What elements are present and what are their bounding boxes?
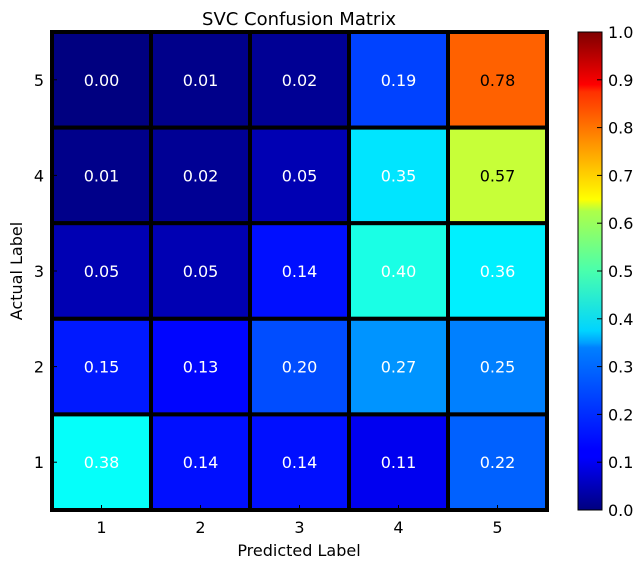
colorbar-tick-label: 0.9 [608, 71, 633, 90]
cell-value-label: 0.78 [480, 71, 516, 90]
y-axis-ticks: 5 4 3 2 1 [34, 71, 57, 472]
cell-value-label: 0.01 [84, 166, 120, 185]
x-tick-label: 4 [393, 518, 403, 537]
cell-value-label: 0.20 [282, 358, 318, 377]
heatmap-cell [347, 316, 450, 417]
cell-value-label: 0.35 [381, 166, 417, 185]
x-axis-ticks: 1 2 3 4 5 [96, 505, 503, 537]
colorbar-tick-label: 0.6 [608, 214, 633, 233]
colorbar-tick-label: 0.8 [608, 119, 633, 138]
heatmap-cell-labels: 0.00 0.01 0.02 0.19 0.78 0.01 0.02 0.05 0.35 0.57… [84, 71, 516, 472]
colorbar-tick-label: 0.7 [608, 166, 633, 185]
colorbar-ticks: 0.0 0.1 0.2 0.3 0.4 0.5 0.6 0.7 0.8 0.9 1.0 [597, 23, 633, 520]
heatmap-cell [446, 125, 549, 226]
y-tick-label: 5 [34, 71, 44, 90]
y-tick-label: 3 [34, 262, 44, 281]
cell-value-label: 0.01 [183, 71, 219, 90]
y-tick-label: 4 [34, 166, 44, 185]
cell-value-label: 0.57 [480, 166, 516, 185]
heatmap-cell [149, 412, 252, 512]
colorbar-tick-label: 1.0 [608, 23, 633, 42]
colorbar-tick-label: 0.2 [608, 405, 633, 424]
y-axis-label: Actual Label [7, 222, 26, 320]
heatmap-cell [248, 412, 351, 512]
cell-value-label: 0.14 [183, 453, 219, 472]
y-tick-label: 1 [34, 453, 44, 472]
cell-value-label: 0.22 [480, 453, 516, 472]
cell-value-label: 0.13 [183, 358, 219, 377]
colorbar-tick-label: 0.3 [608, 358, 633, 377]
x-tick-label: 5 [492, 518, 502, 537]
cell-value-label: 0.38 [84, 453, 120, 472]
cell-value-label: 0.11 [381, 453, 417, 472]
cell-value-label: 0.05 [183, 262, 219, 281]
heatmap-cell [248, 125, 351, 226]
cell-value-label: 0.40 [381, 262, 417, 281]
x-tick-label: 1 [96, 518, 106, 537]
colorbar-tick-label: 0.0 [608, 501, 633, 520]
cell-value-label: 0.14 [282, 453, 318, 472]
cell-value-label: 0.25 [480, 358, 516, 377]
cell-value-label: 0.15 [84, 358, 120, 377]
heatmap-cell [149, 316, 252, 417]
colorbar-tick-label: 0.5 [608, 262, 633, 281]
y-tick-label: 2 [34, 358, 44, 377]
cell-value-label: 0.05 [84, 262, 120, 281]
colorbar-tick-label: 0.4 [608, 310, 633, 329]
x-axis-label: Predicted Label [237, 541, 360, 560]
x-tick-label: 3 [294, 518, 304, 537]
cell-value-label: 0.02 [282, 71, 318, 90]
chart-title: SVC Confusion Matrix [202, 9, 396, 30]
cell-value-label: 0.19 [381, 71, 417, 90]
heatmap-cell [446, 316, 549, 417]
heatmap-cell [149, 221, 252, 321]
heatmap-cell [347, 221, 450, 321]
cell-value-label: 0.36 [480, 262, 516, 281]
cell-value-label: 0.27 [381, 358, 417, 377]
cell-value-label: 0.05 [282, 166, 318, 185]
cell-value-label: 0.14 [282, 262, 318, 281]
cell-value-label: 0.02 [183, 166, 219, 185]
cell-value-label: 0.00 [84, 71, 120, 90]
x-tick-label: 2 [195, 518, 205, 537]
colorbar-tick-label: 0.1 [608, 453, 633, 472]
